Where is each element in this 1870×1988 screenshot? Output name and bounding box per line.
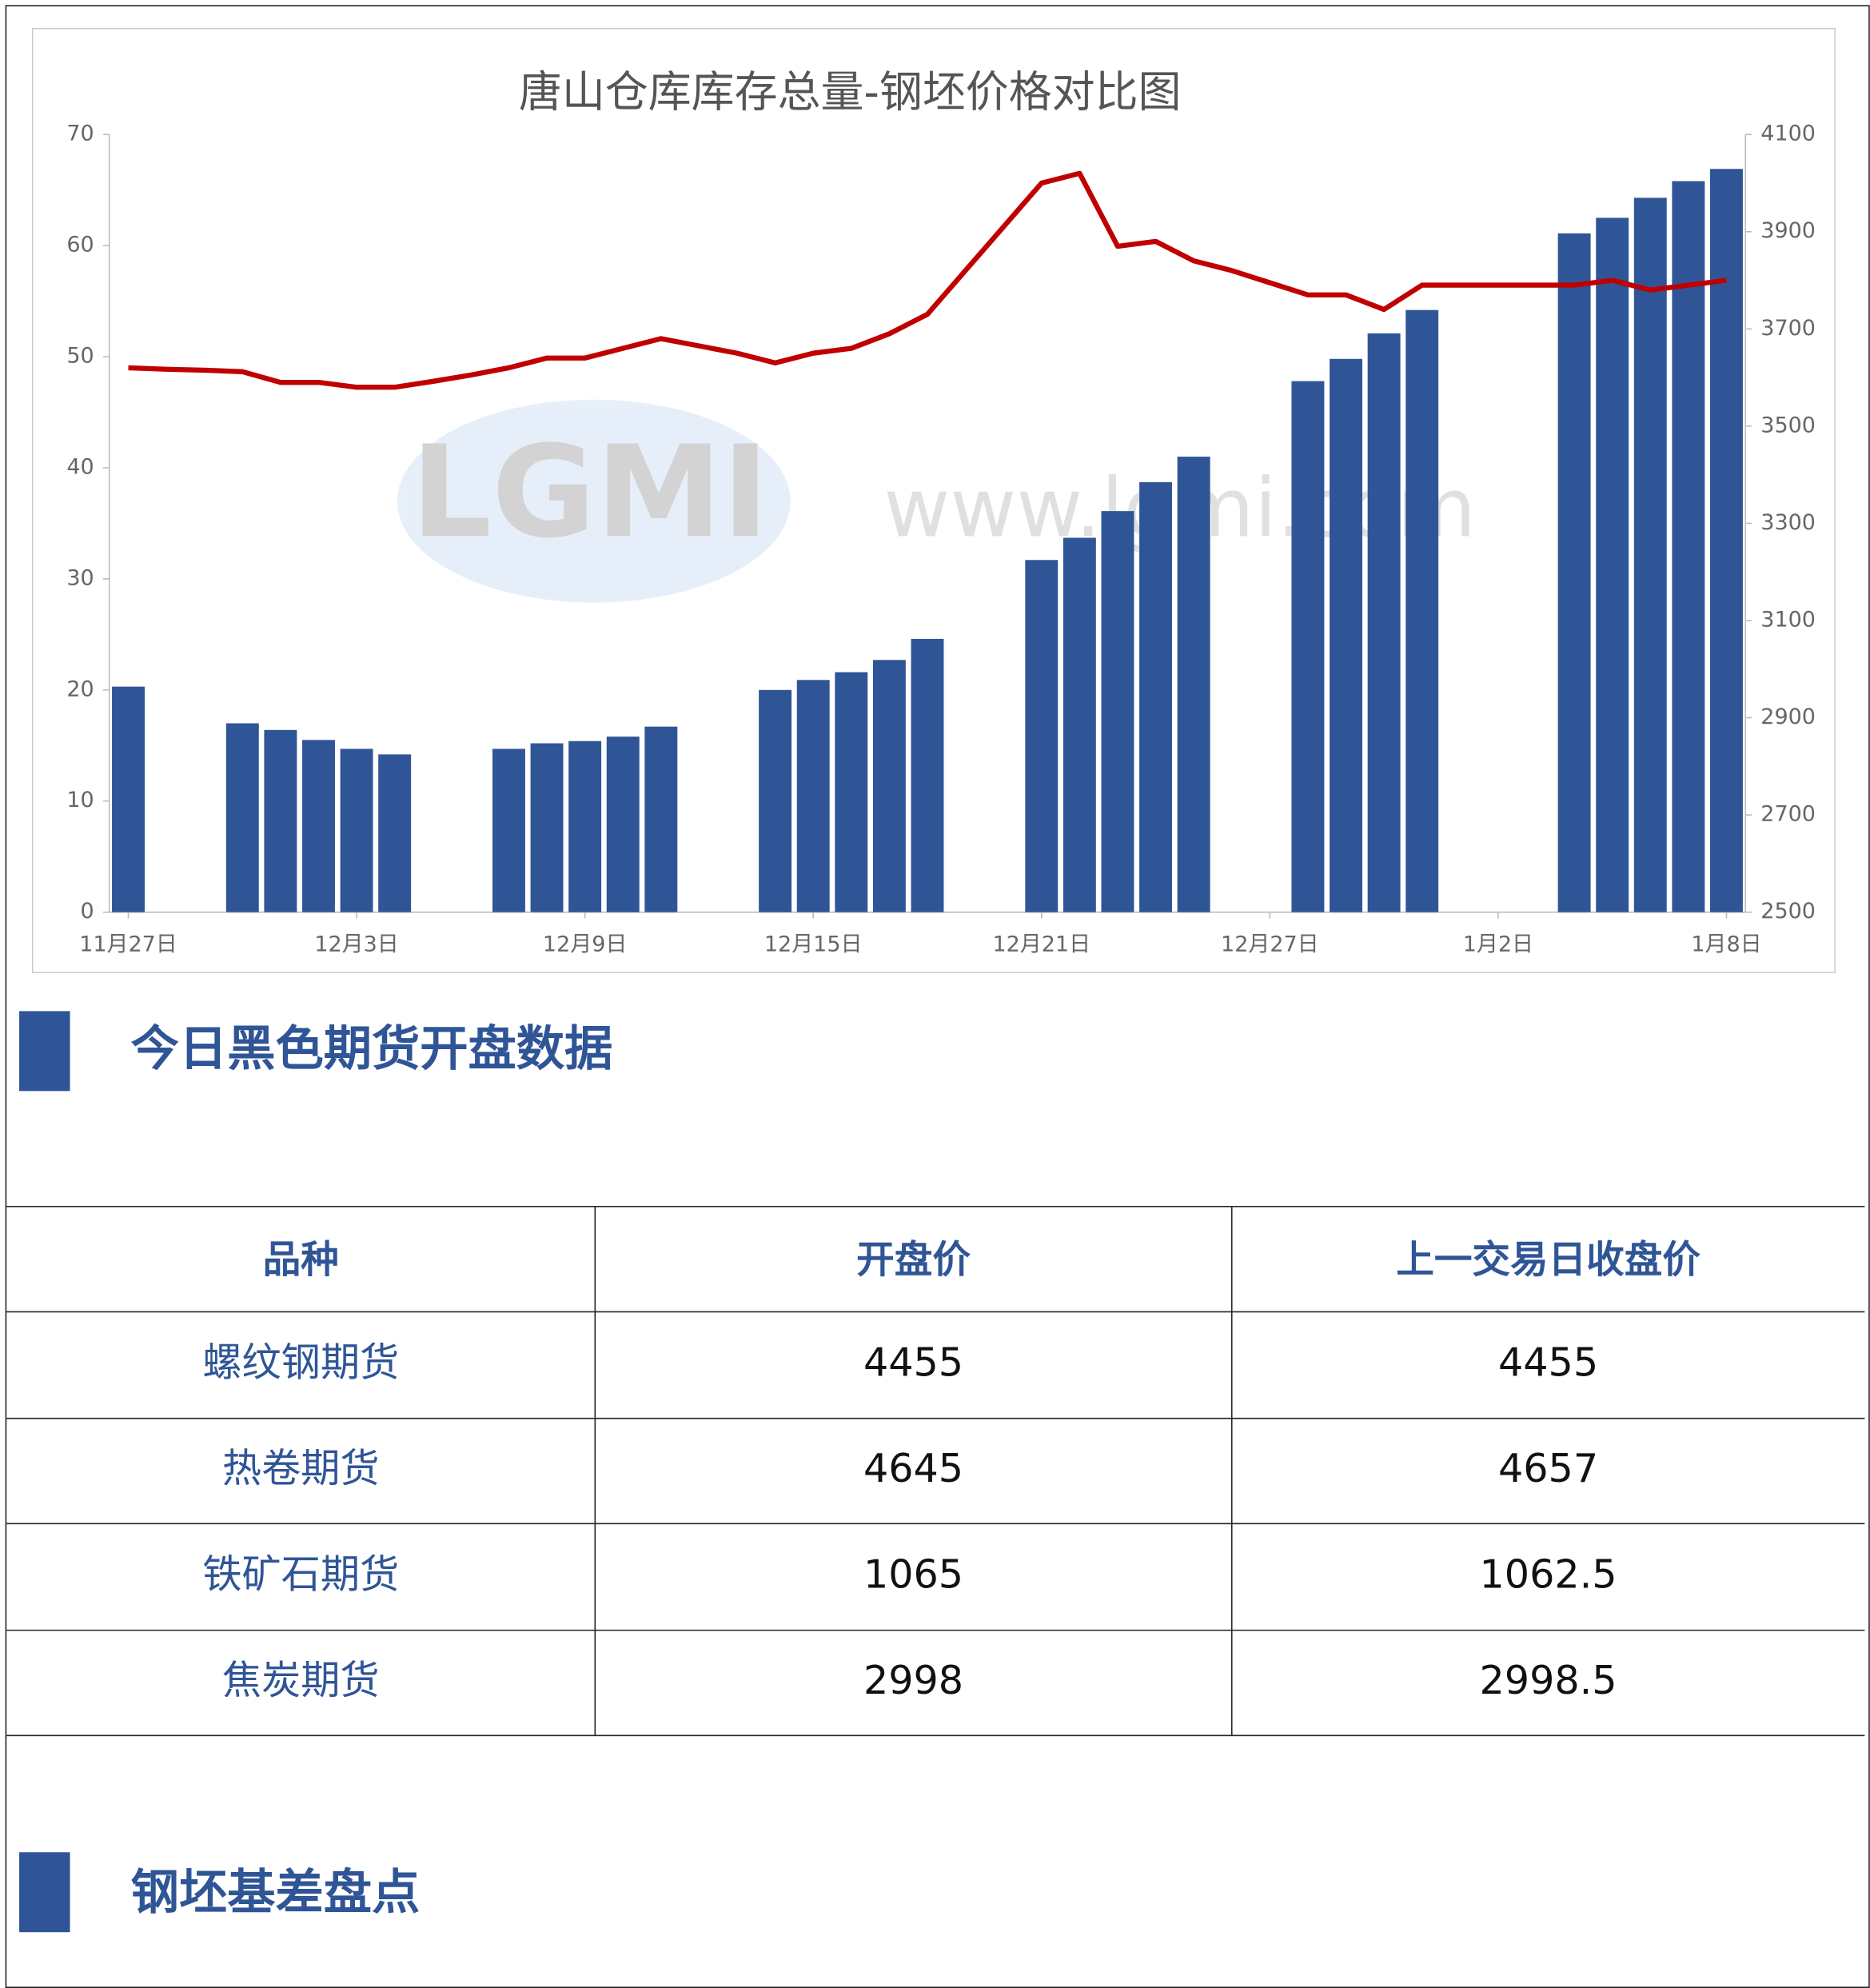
y2-tick-label: 2500 [1760,899,1816,924]
table-cell: 2998 [863,1657,963,1703]
y-tick-label: 60 [66,233,94,257]
y2-tick-label: 3500 [1760,413,1816,437]
table-header: 开盘价 [856,1239,971,1283]
table-cell: 铁矿石期货 [202,1551,399,1597]
x-tick-label: 1月2日 [1463,932,1533,956]
bar [644,726,678,912]
y2-tick-label: 2700 [1760,802,1816,827]
bar [835,672,868,912]
bar [1177,457,1210,912]
y-tick-label: 70 [66,122,94,146]
y-tick-label: 50 [66,344,94,369]
plot: 0 10 20 30 40 50 60 70 2500 2700 2900 3100 3300 3500 3… [66,122,1816,957]
bar [796,680,830,912]
y2-tick-label: 3700 [1760,316,1816,341]
watermark: LGMI www.lgmi.com [397,399,1476,603]
bar [530,743,564,912]
table-cell: 热卷期货 [222,1445,380,1491]
table-cell: 4455 [863,1339,963,1386]
bar [568,741,602,912]
x-tick-label: 11月27日 [79,932,177,956]
section-title: 钢坯基差盘点 [131,1865,421,1921]
bar [264,729,297,912]
y-tick-label: 30 [66,565,94,590]
table-header: 品种 [263,1239,339,1283]
bar [1709,169,1743,912]
bar [112,686,145,912]
line [128,170,1727,390]
bar [1405,309,1439,912]
bar [1367,333,1401,912]
section-title: 今日黑色期货开盘数据 [131,1021,613,1077]
bar [606,737,640,912]
x-tick-label: 12月3日 [314,932,398,956]
table-cell: 4455 [1498,1339,1598,1386]
bar [1672,181,1705,912]
table-cell: 2998.5 [1480,1657,1617,1703]
table-cell: 4657 [1498,1445,1598,1491]
table-cell: 1062.5 [1480,1551,1617,1597]
y2-tick-label: 2900 [1760,705,1816,729]
x-tick-label: 12月15日 [764,932,863,956]
bar [1557,233,1591,912]
y-tick-label: 40 [66,454,94,479]
x-tick-label: 12月21日 [992,932,1091,956]
bar [302,740,335,912]
bar [225,723,259,912]
table-cell: 1065 [863,1551,963,1597]
y-tick-label: 20 [66,677,94,701]
bar [1139,482,1173,912]
bar [1596,218,1629,912]
table-header: 上一交易日收盘价 [1396,1239,1701,1283]
watermark-text: LGMI [411,419,769,566]
bar [911,638,944,912]
section-marker [19,1852,70,1933]
bar [378,754,412,912]
bar [1101,511,1134,912]
bar [872,660,906,912]
y2-tick-label: 3300 [1760,510,1816,535]
y2-tick-label: 3100 [1760,607,1816,632]
y2-tick-label: 4100 [1760,122,1816,146]
x-tick-label: 1月8日 [1691,932,1761,956]
section-marker [19,1011,70,1092]
y2-tick-label: 3900 [1760,218,1816,243]
table-cell: 4645 [863,1445,963,1491]
bar [1330,358,1362,912]
bar [759,689,792,912]
table-cell: 螺纹钢期货 [202,1339,399,1386]
y-tick-label: 0 [80,899,94,924]
x-tick-label: 12月27日 [1221,932,1319,956]
chart-title: 唐山仓库库存总量-钢坯价格对比图 [519,67,1182,118]
y-tick-label: 10 [66,788,94,812]
table-cell: 焦炭期货 [222,1657,380,1703]
bar [1025,560,1059,912]
bar [1291,381,1325,912]
bar [1063,537,1096,912]
watermark-logo [397,399,791,603]
x-tick-label: 12月9日 [543,932,627,956]
bar [1633,198,1667,912]
bar [340,748,373,912]
bar [492,748,525,912]
